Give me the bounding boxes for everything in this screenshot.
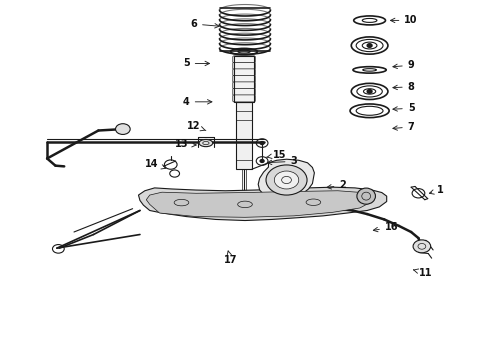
Circle shape [367,44,372,47]
FancyBboxPatch shape [233,89,255,95]
Ellipse shape [199,139,213,147]
Text: 3: 3 [268,156,297,166]
FancyBboxPatch shape [233,75,255,82]
Text: 16: 16 [373,222,398,232]
Text: 8: 8 [393,82,415,92]
Text: 2: 2 [327,180,346,190]
Text: 10: 10 [391,15,418,26]
Text: 7: 7 [393,122,415,132]
Circle shape [367,90,372,93]
FancyBboxPatch shape [233,69,255,76]
Bar [234,56,254,102]
Circle shape [260,159,264,162]
FancyBboxPatch shape [233,82,255,89]
Text: 12: 12 [187,121,206,131]
Text: 5: 5 [183,58,209,68]
Ellipse shape [357,188,375,204]
Polygon shape [139,187,387,221]
Text: 14: 14 [146,159,166,169]
Text: 11: 11 [414,268,433,278]
Text: 13: 13 [175,139,196,149]
Circle shape [116,124,130,134]
Text: 5: 5 [393,103,415,113]
FancyBboxPatch shape [233,56,255,63]
Text: 4: 4 [183,97,212,107]
Polygon shape [258,159,315,199]
FancyBboxPatch shape [233,95,255,102]
FancyBboxPatch shape [233,62,255,69]
Circle shape [274,171,299,189]
Polygon shape [147,191,372,217]
Text: 6: 6 [190,19,219,29]
Text: 17: 17 [223,251,237,265]
Circle shape [266,165,307,195]
Text: 9: 9 [393,60,415,70]
Text: 15: 15 [267,150,286,160]
Circle shape [260,141,264,144]
Text: 1: 1 [429,185,444,195]
Circle shape [413,240,431,253]
Bar [236,102,252,169]
